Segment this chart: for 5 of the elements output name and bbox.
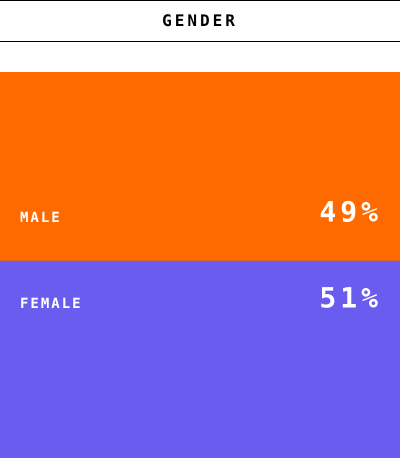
series-label: FEMALE bbox=[20, 296, 83, 312]
chart-title: GENDER bbox=[0, 0, 400, 42]
series-label: MALE bbox=[20, 210, 62, 226]
data-label: 49% bbox=[319, 195, 382, 228]
data-label: 51% bbox=[319, 281, 382, 314]
